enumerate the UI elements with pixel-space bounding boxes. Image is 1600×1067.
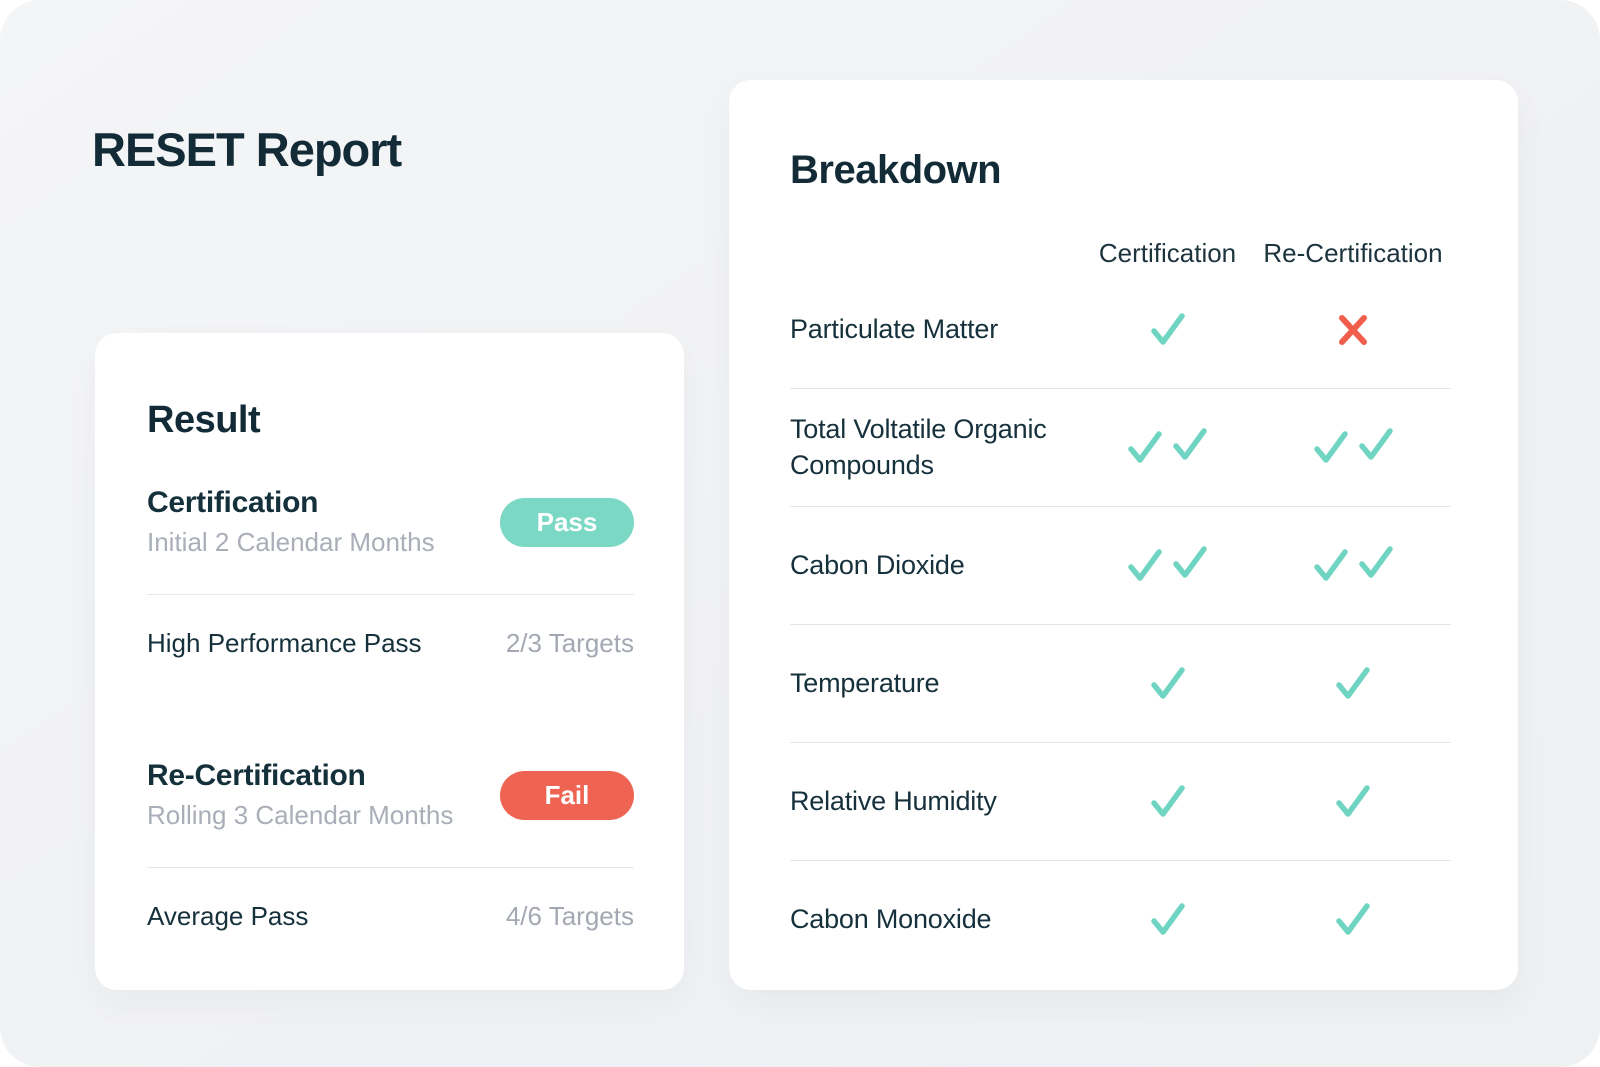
row-label: Cabon Dioxide (790, 549, 965, 580)
breakdown-card-heading: Breakdown (790, 148, 1002, 192)
check-icon (1255, 901, 1451, 938)
row-label: Cabon Monoxide (790, 903, 992, 934)
table-row-carbon-dioxide: Cabon Dioxide (790, 507, 1451, 625)
table-row-tvoc: Total Voltatile Organic Compounds (790, 389, 1451, 507)
high-performance-row: High Performance Pass 2/3 Targets (147, 628, 634, 659)
result-card-heading: Result (147, 399, 261, 441)
table-row-particulate-matter: Particulate Matter (790, 271, 1451, 389)
check-icon (1255, 665, 1451, 702)
certification-result-section: Certification Initial 2 Calendar Months … (147, 486, 634, 558)
check-icon (1080, 901, 1255, 938)
recertification-column-header: Re-Certification (1263, 237, 1443, 268)
row-label: Temperature (790, 667, 940, 698)
average-pass-row: Average Pass 4/6 Targets (147, 901, 634, 932)
check-icon (1080, 665, 1255, 702)
average-pass-label: Average Pass (147, 901, 309, 931)
double-check-icon (1080, 546, 1255, 584)
double-check-icon (1080, 428, 1255, 466)
certification-title: Certification (147, 486, 319, 519)
result-divider (147, 594, 634, 595)
breakdown-table-header: Certification Re-Certification (790, 235, 1451, 271)
table-row-carbon-monoxide: Cabon Monoxide (790, 861, 1451, 978)
recertification-result-section: Re-Certification Rolling 3 Calendar Mont… (147, 759, 634, 831)
high-performance-value: 2/3 Targets (505, 628, 634, 658)
recertification-result-text: Re-Certification Rolling 3 Calendar Mont… (147, 759, 453, 831)
certification-status-badge: Pass (500, 497, 634, 547)
recertification-subtitle: Rolling 3 Calendar Months (147, 800, 454, 830)
row-label: Relative Humidity (790, 785, 997, 816)
high-performance-label: High Performance Pass (147, 628, 422, 658)
result-card: Result Certification Initial 2 Calendar … (95, 333, 684, 990)
row-label: Total Voltatile Organic Compounds (790, 414, 1047, 480)
average-pass-value: 4/6 Targets (505, 901, 634, 931)
row-label: Particulate Matter (790, 313, 998, 344)
spacer (147, 659, 634, 715)
check-icon (1080, 311, 1255, 348)
double-check-icon (1255, 546, 1451, 584)
recertification-status-badge: Fail (500, 770, 634, 820)
certification-subtitle: Initial 2 Calendar Months (147, 527, 435, 557)
recertification-title: Re-Certification (147, 759, 366, 792)
result-divider (147, 867, 634, 868)
cross-icon (1255, 313, 1451, 347)
check-icon (1255, 783, 1451, 820)
certification-column-header: Certification (1098, 237, 1237, 268)
certification-result-text: Certification Initial 2 Calendar Months (147, 486, 435, 558)
double-check-icon (1255, 428, 1451, 466)
breakdown-card: Breakdown Certification Re-Certification… (729, 80, 1518, 990)
table-row-relative-humidity: Relative Humidity (790, 743, 1451, 861)
page-title: RESET Report (92, 123, 402, 176)
table-row-temperature: Temperature (790, 625, 1451, 743)
check-icon (1080, 783, 1255, 820)
